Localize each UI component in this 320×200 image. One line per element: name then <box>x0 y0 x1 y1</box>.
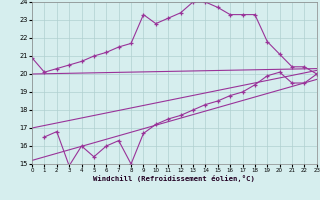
X-axis label: Windchill (Refroidissement éolien,°C): Windchill (Refroidissement éolien,°C) <box>93 175 255 182</box>
